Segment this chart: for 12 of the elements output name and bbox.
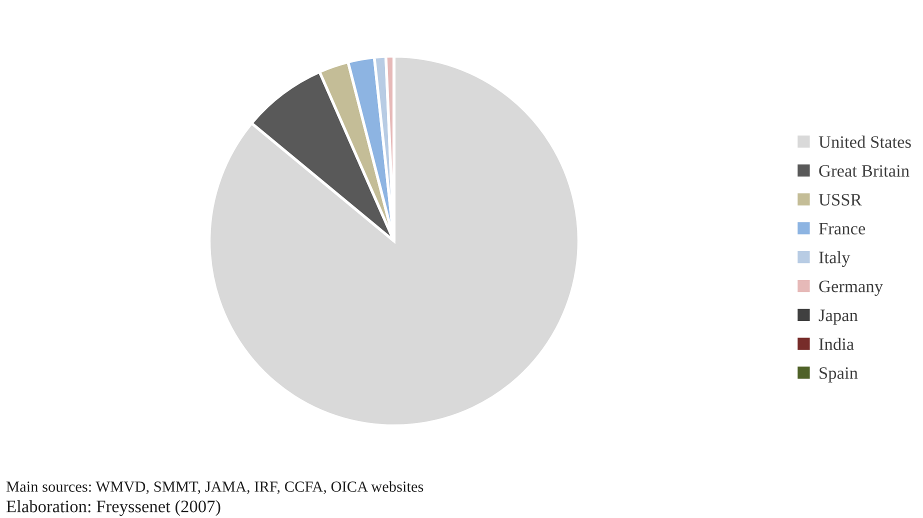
legend-label: United States [818,136,911,148]
legend-label: Japan [818,310,858,325]
text: Elaboration: Freyssenet (2007) [6,500,220,516]
legend-label: Italy [819,251,850,267]
legend-label: Spain [820,367,858,382]
text: Main sources: WMVD, SMMT, JAMA, IRF, CCFA, OICA websites [6,481,424,494]
legend-label: France [818,222,866,234]
legend-label: Germany [819,280,883,296]
legend-label: India [819,338,854,350]
pie-slice [208,54,580,428]
legend-label: USSR [818,194,862,206]
legend-label: Great Britain [819,165,910,177]
